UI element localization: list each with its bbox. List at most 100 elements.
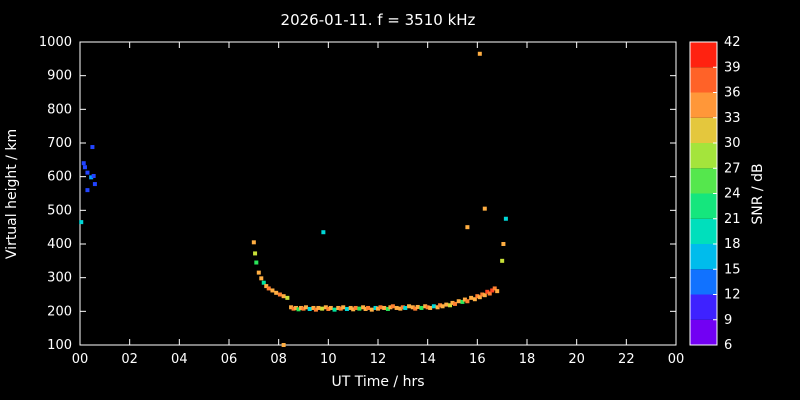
x-tick-label: 00 [668, 352, 685, 367]
scatter-point [90, 145, 95, 150]
scatter-point [259, 276, 264, 281]
scatter-point [410, 305, 415, 310]
y-tick-label: 600 [47, 170, 72, 185]
y-tick-label: 700 [47, 136, 72, 151]
colorbar-tick-label: 18 [724, 237, 741, 252]
scatter-point [423, 304, 428, 309]
colorbar-band [690, 168, 717, 194]
scatter-point [79, 220, 84, 225]
scatter-point [407, 304, 412, 309]
scatter-point [388, 305, 393, 310]
colorbar-tick-label: 24 [724, 187, 741, 202]
scatter-point [316, 305, 321, 310]
scatter-point [285, 295, 290, 300]
colorbar-band [690, 269, 717, 295]
scatter-point [336, 305, 341, 310]
scatter-point [475, 294, 480, 299]
y-tick-label: 400 [47, 237, 72, 252]
colorbar-tick-label: 6 [724, 338, 732, 353]
x-tick-label: 06 [221, 352, 238, 367]
colorbar-tick-label: 36 [724, 86, 741, 101]
colorbar-band [690, 92, 717, 118]
scatter-point [321, 230, 326, 235]
x-tick-label: 12 [370, 352, 387, 367]
x-tick-label: 18 [519, 352, 536, 367]
scatter-point [251, 240, 256, 245]
y-tick-label: 900 [47, 69, 72, 84]
scatter-point [338, 306, 343, 311]
snr-colorbar: 6 9 12 15 18 21 24 27 30 33 36 39 42 [689, 35, 741, 353]
scatter-point [435, 305, 440, 310]
scatter-point [385, 306, 390, 311]
y-axis-label: Virtual height / km [4, 129, 20, 259]
y-tick-label: 100 [47, 338, 72, 353]
scatter-point [500, 258, 505, 263]
y-tick-label: 200 [47, 304, 72, 319]
scatter-point [256, 270, 261, 275]
scatter-point [277, 292, 282, 297]
scatter-point [91, 173, 96, 178]
x-tick-label: 00 [72, 352, 89, 367]
scatter-point [448, 303, 453, 308]
scatter-point [291, 306, 296, 311]
scatter-point [323, 305, 328, 310]
y-tick-label: 500 [47, 203, 72, 218]
scatter-point [281, 343, 286, 347]
scatter-point [480, 292, 485, 297]
scatter-point [394, 305, 399, 310]
colorbar-band [690, 67, 717, 93]
scatter-point [413, 306, 418, 311]
colorbar-band [690, 244, 717, 270]
scatter-point [490, 288, 495, 293]
scatter-point [281, 294, 286, 299]
scatter-point [398, 306, 403, 311]
scatter-point [400, 305, 405, 310]
x-tick-label: 10 [320, 352, 337, 367]
x-tick-label: 02 [121, 352, 138, 367]
scatter-point [89, 175, 94, 180]
scatter-point [357, 306, 362, 311]
y-tick-label: 1000 [39, 35, 72, 50]
colorbar-band [690, 294, 717, 320]
scatter-point [503, 216, 508, 221]
x-tick-label: 16 [469, 352, 486, 367]
scatter-point [482, 293, 487, 298]
y-tick-label: 300 [47, 271, 72, 286]
scatter-point [477, 295, 482, 300]
scatter-point [254, 260, 259, 265]
scatter-point [378, 305, 383, 310]
scatter-point [301, 306, 306, 311]
scatter-point [462, 297, 467, 302]
scatter-point [294, 305, 299, 310]
colorbar-band [690, 218, 717, 244]
colorbar-band [690, 117, 717, 143]
scatter-point [82, 165, 87, 170]
scatter-point [307, 306, 312, 311]
scatter-points [79, 51, 508, 347]
colorbar-band [690, 42, 717, 68]
colorbar-tick-label: 30 [724, 136, 741, 151]
scatter-point [403, 305, 408, 310]
colorbar-tick-label: 21 [724, 212, 741, 227]
scatter-point [440, 304, 445, 309]
scatter-point [465, 299, 470, 304]
scatter-point [376, 306, 380, 311]
scatter-point [313, 307, 318, 312]
colorbar-label: SNR / dB [750, 163, 766, 224]
scatter-point [341, 305, 346, 310]
scatter-point [425, 305, 430, 310]
colorbar-band [690, 193, 717, 219]
scatter-point [501, 242, 506, 246]
scatter-point [487, 291, 492, 296]
colorbar-tick-label: 33 [724, 111, 741, 126]
scatter-point [348, 305, 353, 310]
scatter-point [450, 300, 455, 305]
scatter-point [373, 305, 378, 310]
colorbar-tick-label: 9 [724, 313, 732, 328]
scatter-point [81, 161, 86, 166]
scatter-point [326, 306, 331, 311]
x-tick-label: 20 [568, 352, 585, 367]
scatter-point [482, 206, 487, 211]
